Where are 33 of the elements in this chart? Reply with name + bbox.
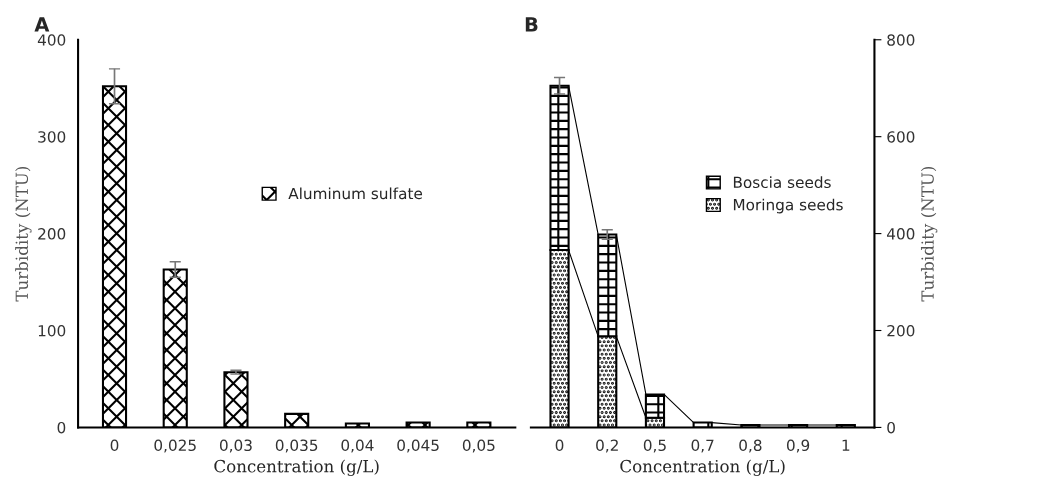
x-tick-label: 0,04: [341, 439, 374, 453]
y-tick-label: 200: [887, 324, 915, 337]
x-tick-label: 0,025: [154, 439, 196, 453]
y-tick-label: 400: [37, 34, 66, 46]
y-tick-label: 400: [886, 228, 915, 240]
y-tick-label: 0: [57, 421, 66, 434]
y-tick-label: 0: [887, 421, 895, 434]
x-tick-label: 0,035: [275, 439, 318, 453]
legend-label: Boscia seeds: [733, 176, 831, 189]
y-axis-title: Turbidity (NTU): [15, 166, 32, 302]
x-tick-label: 1: [842, 439, 850, 451]
y-tick-label: 300: [38, 131, 66, 143]
x-axis-title: Concentration (g/L): [214, 459, 379, 476]
y-tick-label: 600: [887, 131, 915, 143]
x-tick-label: 0,8: [739, 439, 762, 453]
x-tick-label: 0,03: [219, 439, 252, 453]
x-tick-label: 0,9: [786, 439, 810, 453]
y-tick-label: 100: [38, 324, 66, 337]
chart-title: B: [525, 17, 538, 32]
y-tick-label: 800: [887, 34, 915, 46]
legend-label: Moringa seeds: [733, 198, 843, 214]
x-tick-label: 0,7: [691, 439, 714, 453]
x-tick-label: 0,045: [397, 439, 439, 453]
x-tick-label: 0,5: [643, 439, 666, 453]
x-tick-label: 0,2: [596, 439, 618, 453]
x-tick-label: 0: [110, 439, 119, 452]
y-axis-title: Turbidity (NTU): [920, 166, 938, 302]
chart-title: A: [34, 17, 50, 32]
x-tick-label: 0: [555, 439, 564, 452]
legend-label: Aluminum sulfate: [288, 187, 423, 200]
x-tick-label: 0,05: [462, 439, 495, 453]
x-axis-title: Concentration (g/L): [620, 459, 785, 476]
y-tick-label: 200: [38, 228, 66, 240]
